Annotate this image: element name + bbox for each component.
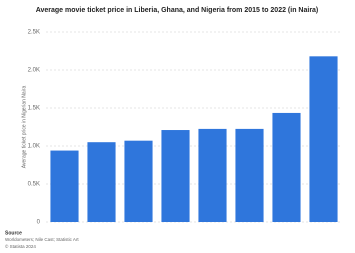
y-tick-label: 0.5K — [28, 182, 40, 188]
bar — [309, 56, 338, 222]
y-tick-label: 2.0K — [28, 68, 40, 74]
bar — [50, 150, 79, 222]
y-tick-label: 1.5K — [28, 106, 40, 112]
y-tick-label: 0 — [37, 220, 41, 226]
chart-title: Average movie ticket price in Liberia, G… — [36, 7, 319, 14]
bar — [161, 130, 190, 222]
y-axis-label: Average ticket price in Nigerian Naira — [21, 86, 27, 169]
bar — [124, 140, 153, 222]
bar — [87, 142, 116, 222]
bar — [198, 128, 227, 222]
source-title: Source — [5, 230, 22, 236]
y-tick-label: 2.5K — [28, 30, 40, 36]
source: Worldometers; Nile Cast; Statistic Art — [5, 237, 79, 242]
y-tick-label: 1.0K — [28, 144, 40, 150]
copyright: © Statista 2024 — [5, 243, 36, 249]
bar — [272, 112, 301, 222]
bar — [235, 128, 264, 222]
